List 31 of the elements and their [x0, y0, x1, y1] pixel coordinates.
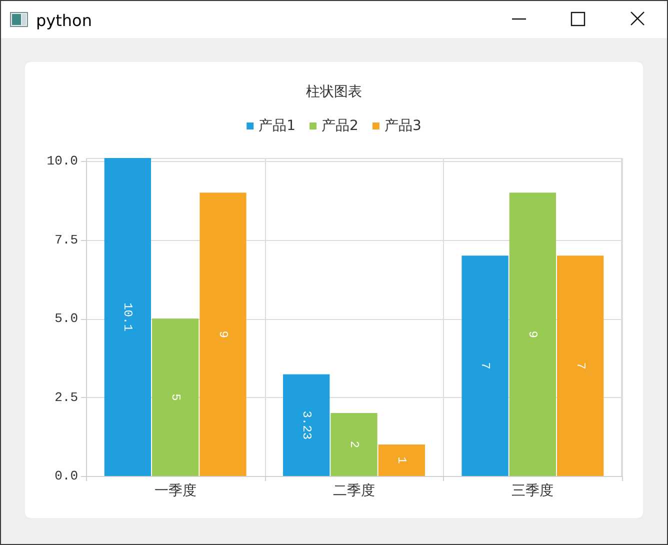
y-tick-label: 5.0	[54, 311, 78, 326]
bar	[509, 192, 556, 476]
y-tick-label: 7.5	[54, 232, 78, 248]
data-label: 3.23	[299, 410, 314, 440]
bar	[152, 318, 199, 476]
data-label: 7	[478, 362, 492, 370]
x-tick-label: 一季度	[154, 483, 196, 499]
y-tick-label: 2.5	[54, 390, 78, 405]
bar	[330, 413, 378, 476]
data-label: 5	[168, 394, 182, 401]
data-label: 1	[394, 456, 409, 464]
bar	[200, 192, 246, 476]
y-tick-label: 0.0	[54, 468, 78, 484]
bar	[378, 444, 425, 476]
bar	[462, 256, 508, 476]
data-label: 10.1	[120, 302, 135, 332]
legend-label: 产品1	[258, 118, 296, 134]
legend-label: 产品2	[322, 118, 358, 134]
data-label: 2	[347, 440, 361, 448]
bar	[556, 256, 604, 476]
x-tick-label: 三季度	[512, 483, 554, 499]
bar	[283, 374, 330, 476]
x-tick-label: 二季度	[333, 483, 375, 499]
bar	[104, 158, 152, 476]
legend-label: 产品3	[384, 118, 422, 134]
data-label: 7	[573, 362, 588, 370]
chart-title: 柱状图表	[306, 84, 362, 100]
data-label: 9	[526, 330, 540, 338]
text: python	[36, 11, 92, 30]
data-label: 9	[216, 330, 230, 338]
y-tick-label: 10.0	[46, 154, 78, 169]
